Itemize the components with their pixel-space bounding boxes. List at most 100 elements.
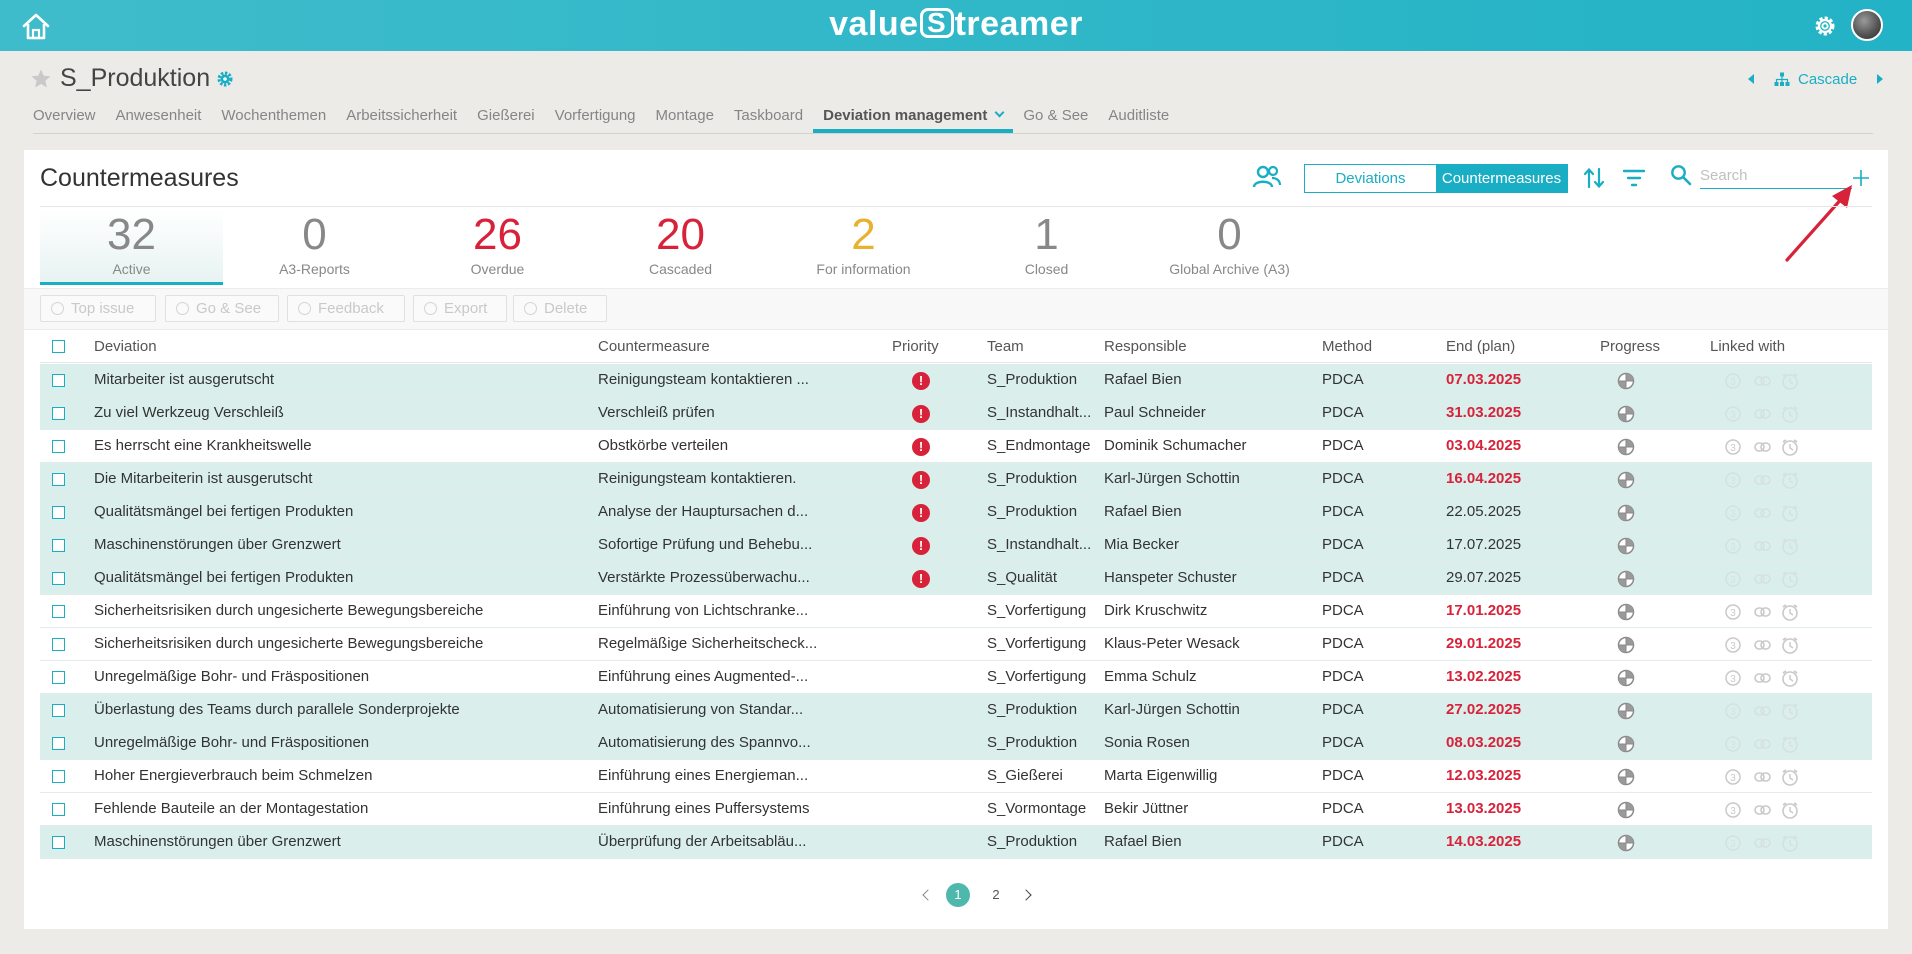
row-checkbox[interactable] <box>52 506 65 519</box>
progress-pie-icon[interactable] <box>1617 768 1635 786</box>
settings-gear-icon[interactable] <box>1811 12 1839 40</box>
column-deviation[interactable]: Deviation <box>94 338 157 355</box>
row-checkbox[interactable] <box>52 803 65 816</box>
table-row[interactable]: Überlastung des Teams durch parallele So… <box>40 694 1872 727</box>
countermeasure-cell[interactable]: Einführung eines Augmented-... <box>598 668 809 685</box>
tab-wochenthemen[interactable]: Wochenthemen <box>221 107 327 124</box>
table-row[interactable]: Mitarbeiter ist ausgerutscht Reinigungste… <box>40 364 1872 397</box>
row-checkbox[interactable] <box>52 770 65 783</box>
cascade-label[interactable]: Cascade <box>1798 70 1858 88</box>
progress-pie-icon[interactable] <box>1617 603 1635 621</box>
linked-with-icons[interactable]: 3 <box>1724 470 1814 490</box>
column-priority[interactable]: Priority <box>892 338 939 355</box>
home-icon[interactable] <box>20 11 52 41</box>
deviation-cell[interactable]: Maschinenstörungen über Grenzwert <box>94 833 341 850</box>
countermeasure-cell[interactable]: Verstärkte Prozessüberwachu... <box>598 569 810 586</box>
table-row[interactable]: Unregelmäßige Bohr- und Fräspositionen Au… <box>40 727 1872 760</box>
linked-with-icons[interactable]: 3 <box>1724 569 1814 589</box>
column-countermeasure[interactable]: Countermeasure <box>598 338 710 355</box>
select-all-checkbox[interactable] <box>52 340 65 353</box>
countermeasure-cell[interactable]: Einführung von Lichtschranke... <box>598 602 809 619</box>
progress-pie-icon[interactable] <box>1617 801 1635 819</box>
deviation-cell[interactable]: Es herrscht eine Krankheitswelle <box>94 437 312 454</box>
countermeasure-cell[interactable]: Einführung eines Puffersystems <box>598 800 810 817</box>
export-button[interactable]: Export <box>413 295 507 322</box>
stat-cascaded[interactable]: 20 Cascaded <box>589 210 772 285</box>
row-checkbox[interactable] <box>52 605 65 618</box>
delete-button[interactable]: Delete <box>513 295 607 322</box>
row-checkbox[interactable] <box>52 704 65 717</box>
row-checkbox[interactable] <box>52 440 65 453</box>
linked-with-icons[interactable]: 3 <box>1724 602 1814 622</box>
linked-with-icons[interactable]: 3 <box>1724 371 1814 391</box>
linked-with-icons[interactable]: 3 <box>1724 503 1814 523</box>
user-avatar[interactable] <box>1851 9 1883 41</box>
linked-with-icons[interactable]: 3 <box>1724 833 1814 853</box>
page-2[interactable]: 2 <box>992 887 1000 902</box>
progress-pie-icon[interactable] <box>1617 504 1635 522</box>
deviation-cell[interactable]: Überlastung des Teams durch parallele So… <box>94 701 460 718</box>
table-row[interactable]: Zu viel Werkzeug Verschleiß Verschleiß pr… <box>40 397 1872 430</box>
search-input[interactable] <box>1700 163 1852 189</box>
tab-overview[interactable]: Overview <box>33 107 96 124</box>
column-linked-with[interactable]: Linked with <box>1710 338 1786 355</box>
linked-with-icons[interactable]: 3 <box>1724 635 1814 655</box>
row-checkbox[interactable] <box>52 638 65 651</box>
column-responsible[interactable]: Responsible <box>1104 338 1187 355</box>
linked-with-icons[interactable]: 3 <box>1724 536 1814 556</box>
filter-icon[interactable] <box>1622 167 1646 189</box>
cascade-prev-icon[interactable] <box>1748 74 1754 84</box>
countermeasure-cell[interactable]: Sofortige Prüfung und Behebu... <box>598 536 813 553</box>
next-page-icon[interactable] <box>1020 889 1032 901</box>
deviation-cell[interactable]: Qualitätsmängel bei fertigen Produkten <box>94 503 354 520</box>
row-checkbox[interactable] <box>52 374 65 387</box>
deviation-cell[interactable]: Die Mitarbeiterin ist ausgerutscht <box>94 470 313 487</box>
row-checkbox[interactable] <box>52 407 65 420</box>
table-row[interactable]: Es herrscht eine Krankheitswelle Obstkörb… <box>40 430 1872 463</box>
row-checkbox[interactable] <box>52 737 65 750</box>
tab-giesserei[interactable]: Gießerei <box>477 107 535 124</box>
deviation-cell[interactable]: Maschinenstörungen über Grenzwert <box>94 536 341 553</box>
progress-pie-icon[interactable] <box>1617 570 1635 588</box>
tab-go-and-see[interactable]: Go & See <box>1023 107 1089 124</box>
tab-anwesenheit[interactable]: Anwesenheit <box>115 107 202 124</box>
table-row[interactable]: Maschinenstörungen über Grenzwert Soforti… <box>40 529 1872 562</box>
tab-montage[interactable]: Montage <box>655 107 714 124</box>
table-row[interactable]: Qualitätsmängel bei fertigen Produkten An… <box>40 496 1872 529</box>
deviation-cell[interactable]: Zu viel Werkzeug Verschleiß <box>94 404 284 421</box>
progress-pie-icon[interactable] <box>1617 372 1635 390</box>
table-row[interactable]: Fehlende Bauteile an der Montagestation E… <box>40 793 1872 826</box>
deviation-cell[interactable]: Mitarbeiter ist ausgerutscht <box>94 371 275 388</box>
stat-global-archive[interactable]: 0 Global Archive (A3) <box>1138 210 1321 285</box>
progress-pie-icon[interactable] <box>1617 735 1635 753</box>
progress-pie-icon[interactable] <box>1617 405 1635 423</box>
stat-for-information[interactable]: 2 For information <box>772 210 955 285</box>
favorite-star-icon[interactable] <box>30 68 52 90</box>
stat-overdue[interactable]: 26 Overdue <box>406 210 589 285</box>
column-end-plan[interactable]: End (plan) <box>1446 338 1516 355</box>
linked-with-icons[interactable]: 3 <box>1724 404 1814 424</box>
deviation-cell[interactable]: Sicherheitsrisiken durch ungesicherte Be… <box>94 635 484 652</box>
progress-pie-icon[interactable] <box>1617 702 1635 720</box>
prev-page-icon[interactable] <box>922 889 934 901</box>
countermeasure-cell[interactable]: Verschleiß prüfen <box>598 404 715 421</box>
deviation-cell[interactable]: Hoher Energieverbrauch beim Schmelzen <box>94 767 373 784</box>
countermeasure-cell[interactable]: Reinigungsteam kontaktieren ... <box>598 371 809 388</box>
deviation-cell[interactable]: Sicherheitsrisiken durch ungesicherte Be… <box>94 602 484 619</box>
cascade-next-icon[interactable] <box>1877 74 1884 84</box>
progress-pie-icon[interactable] <box>1617 537 1635 555</box>
top-issue-button[interactable]: Top issue <box>40 295 156 322</box>
progress-pie-icon[interactable] <box>1617 669 1635 687</box>
countermeasure-cell[interactable]: Obstkörbe verteilen <box>598 437 729 454</box>
toggle-countermeasures[interactable]: Countermeasures <box>1436 165 1567 192</box>
stat-a3-reports[interactable]: 0 A3-Reports <box>223 210 406 285</box>
table-row[interactable]: Unregelmäßige Bohr- und Fräspositionen Ei… <box>40 661 1872 694</box>
tab-vorfertigung[interactable]: Vorfertigung <box>554 107 636 124</box>
board-settings-gear-icon[interactable] <box>216 70 234 88</box>
linked-with-icons[interactable]: 3 <box>1724 767 1814 787</box>
progress-pie-icon[interactable] <box>1617 438 1635 456</box>
row-checkbox[interactable] <box>52 671 65 684</box>
countermeasure-cell[interactable]: Automatisierung von Standar... <box>598 701 804 718</box>
tab-taskboard[interactable]: Taskboard <box>733 107 804 124</box>
countermeasure-cell[interactable]: Einführung eines Energieman... <box>598 767 809 784</box>
